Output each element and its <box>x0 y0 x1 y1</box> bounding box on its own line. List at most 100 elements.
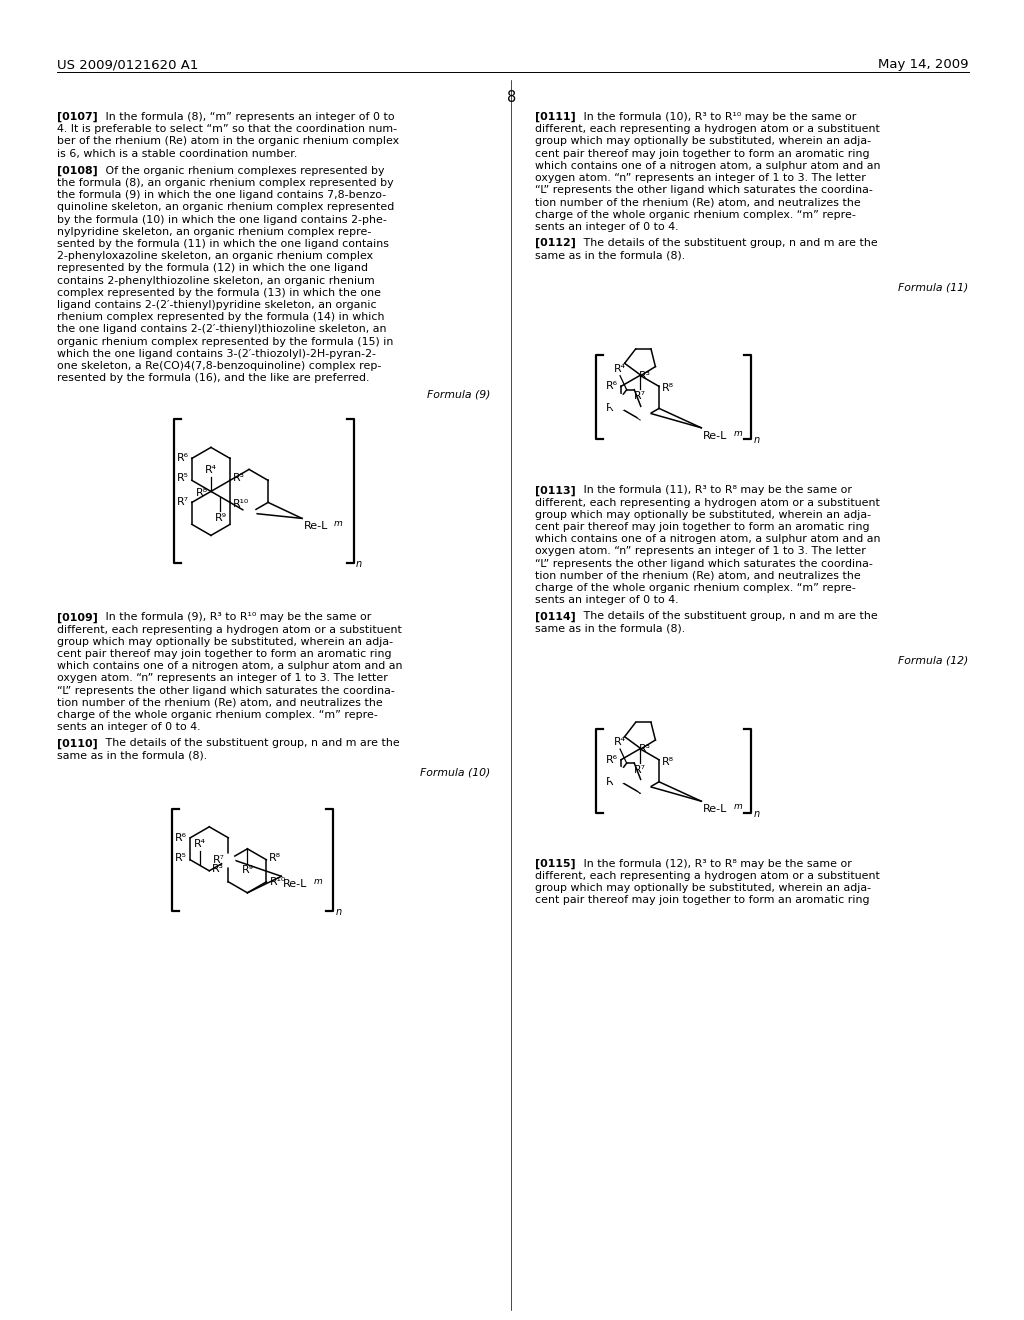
Text: different, each representing a hydrogen atom or a substituent: different, each representing a hydrogen … <box>57 624 401 635</box>
Text: m: m <box>334 519 343 528</box>
Text: one skeleton, a Re(CO)4(7,8-benzoquinoline) complex rep-: one skeleton, a Re(CO)4(7,8-benzoquinoli… <box>57 360 381 371</box>
Text: ligand contains 2-(2′-thienyl)pyridine skeleton, an organic: ligand contains 2-(2′-thienyl)pyridine s… <box>57 300 377 310</box>
Text: cent pair thereof may join together to form an aromatic ring: cent pair thereof may join together to f… <box>535 149 869 158</box>
Text: The details of the substituent group, n and m are the: The details of the substituent group, n … <box>102 738 399 748</box>
Text: sents an integer of 0 to 4.: sents an integer of 0 to 4. <box>535 595 679 605</box>
Text: m: m <box>733 429 742 438</box>
Text: US 2009/0121620 A1: US 2009/0121620 A1 <box>57 58 199 71</box>
Text: R⁹: R⁹ <box>214 513 226 523</box>
Text: In the formula (9), R³ to R¹⁰ may be the same or: In the formula (9), R³ to R¹⁰ may be the… <box>102 612 372 623</box>
Text: R⁷: R⁷ <box>634 764 646 775</box>
Text: R⁴: R⁴ <box>614 737 626 747</box>
Text: R⁸: R⁸ <box>663 756 674 767</box>
Text: n: n <box>754 809 760 818</box>
Text: R⁴: R⁴ <box>614 364 626 374</box>
Text: In the formula (8), “m” represents an integer of 0 to: In the formula (8), “m” represents an in… <box>102 112 394 121</box>
Text: Formula (9): Formula (9) <box>427 389 490 400</box>
Text: group which may optionally be substituted, wherein an adja-: group which may optionally be substitute… <box>57 636 393 647</box>
Text: [0110]: [0110] <box>57 738 97 748</box>
Text: n: n <box>335 907 341 917</box>
Text: Re-L: Re-L <box>304 521 329 532</box>
Text: which the one ligand contains 3-(2′-thiozolyl)-2H-pyran-2-: which the one ligand contains 3-(2′-thio… <box>57 348 376 359</box>
Text: m: m <box>313 878 323 886</box>
Text: R⁵: R⁵ <box>177 474 188 483</box>
Text: “L” represents the other ligand which saturates the coordina-: “L” represents the other ligand which sa… <box>535 558 872 569</box>
Text: quinoline skeleton, an organic rhenium complex represented: quinoline skeleton, an organic rhenium c… <box>57 202 394 213</box>
Text: which contains one of a nitrogen atom, a sulphur atom and an: which contains one of a nitrogen atom, a… <box>535 161 881 170</box>
Text: [0109]: [0109] <box>57 612 98 623</box>
Text: R⁵: R⁵ <box>606 404 617 413</box>
Text: R³: R³ <box>639 744 650 754</box>
Text: rhenium complex represented by the formula (14) in which: rhenium complex represented by the formu… <box>57 313 384 322</box>
Text: group which may optionally be substituted, wherein an adja-: group which may optionally be substitute… <box>535 883 871 894</box>
Text: “L” represents the other ligand which saturates the coordina-: “L” represents the other ligand which sa… <box>535 185 872 195</box>
Text: sents an integer of 0 to 4.: sents an integer of 0 to 4. <box>535 222 679 232</box>
Text: tion number of the rhenium (Re) atom, and neutralizes the: tion number of the rhenium (Re) atom, an… <box>57 698 383 708</box>
Text: tion number of the rhenium (Re) atom, and neutralizes the: tion number of the rhenium (Re) atom, an… <box>535 198 861 207</box>
Text: cent pair thereof may join together to form an aromatic ring: cent pair thereof may join together to f… <box>535 895 869 906</box>
Text: 4. It is preferable to select “m” so that the coordination num-: 4. It is preferable to select “m” so tha… <box>57 124 397 135</box>
Text: The details of the substituent group, n and m are the: The details of the substituent group, n … <box>580 238 878 248</box>
Text: different, each representing a hydrogen atom or a substituent: different, each representing a hydrogen … <box>535 124 880 135</box>
Text: “L” represents the other ligand which saturates the coordina-: “L” represents the other ligand which sa… <box>57 685 395 696</box>
Text: [0108]: [0108] <box>57 166 97 176</box>
Text: Re-L: Re-L <box>703 804 728 814</box>
Text: different, each representing a hydrogen atom or a substituent: different, each representing a hydrogen … <box>535 871 880 880</box>
Text: [0107]: [0107] <box>57 112 97 123</box>
Text: R⁵: R⁵ <box>606 776 617 787</box>
Text: R⁹: R⁹ <box>242 865 253 875</box>
Text: R¹⁰: R¹⁰ <box>233 499 249 510</box>
Text: charge of the whole organic rhenium complex. “m” repre-: charge of the whole organic rhenium comp… <box>535 210 856 219</box>
Text: oxygen atom. “n” represents an integer of 1 to 3. The letter: oxygen atom. “n” represents an integer o… <box>57 673 388 684</box>
Text: R⁴: R⁴ <box>194 840 206 849</box>
Text: R⁷: R⁷ <box>634 392 646 401</box>
Text: resented by the formula (16), and the like are preferred.: resented by the formula (16), and the li… <box>57 374 370 383</box>
Text: 2-phenyloxazoline skeleton, an organic rhenium complex: 2-phenyloxazoline skeleton, an organic r… <box>57 251 373 261</box>
Text: Re-L: Re-L <box>284 879 307 890</box>
Text: R⁷: R⁷ <box>177 498 188 507</box>
Text: N: N <box>639 784 647 795</box>
Text: [0112]: [0112] <box>535 238 575 248</box>
Text: O: O <box>613 400 622 409</box>
Text: ber of the rhenium (Re) atom in the organic rhenium complex: ber of the rhenium (Re) atom in the orga… <box>57 136 399 147</box>
Text: group which may optionally be substituted, wherein an adja-: group which may optionally be substitute… <box>535 510 871 520</box>
Text: same as in the formula (8).: same as in the formula (8). <box>535 251 685 260</box>
Text: is 6, which is a stable coordination number.: is 6, which is a stable coordination num… <box>57 149 297 158</box>
Text: n: n <box>754 436 760 445</box>
Text: same as in the formula (8).: same as in the formula (8). <box>57 751 207 760</box>
Text: complex represented by the formula (13) in which the one: complex represented by the formula (13) … <box>57 288 381 298</box>
Text: the one ligand contains 2-(2′-thienyl)thiozoline skeleton, an: the one ligand contains 2-(2′-thienyl)th… <box>57 325 386 334</box>
Text: R³: R³ <box>639 371 650 380</box>
Text: sented by the formula (11) in which the one ligand contains: sented by the formula (11) in which the … <box>57 239 389 249</box>
Text: Of the organic rhenium complexes represented by: Of the organic rhenium complexes represe… <box>102 166 384 176</box>
Text: tion number of the rhenium (Re) atom, and neutralizes the: tion number of the rhenium (Re) atom, an… <box>535 570 861 581</box>
Text: [0114]: [0114] <box>535 611 575 622</box>
Text: organic rhenium complex represented by the formula (15) in: organic rhenium complex represented by t… <box>57 337 393 347</box>
Text: charge of the whole organic rhenium complex. “m” repre-: charge of the whole organic rhenium comp… <box>57 710 378 719</box>
Text: cent pair thereof may join together to form an aromatic ring: cent pair thereof may join together to f… <box>57 649 391 659</box>
Text: Re-L: Re-L <box>703 430 728 441</box>
Text: Formula (11): Formula (11) <box>898 282 968 293</box>
Text: represented by the formula (12) in which the one ligand: represented by the formula (12) in which… <box>57 264 368 273</box>
Text: N: N <box>224 858 232 867</box>
Text: Formula (12): Formula (12) <box>898 656 968 665</box>
Text: the formula (9) in which the one ligand contains 7,8-benzo-: the formula (9) in which the one ligand … <box>57 190 386 201</box>
Text: m: m <box>733 803 742 812</box>
Text: May 14, 2009: May 14, 2009 <box>879 58 969 71</box>
Text: R⁸: R⁸ <box>268 853 281 863</box>
Text: [0111]: [0111] <box>535 112 575 123</box>
Text: which contains one of a nitrogen atom, a sulphur atom and an: which contains one of a nitrogen atom, a… <box>57 661 402 671</box>
Text: R⁶: R⁶ <box>175 833 187 842</box>
Text: Formula (10): Formula (10) <box>420 768 490 777</box>
Text: oxygen atom. “n” represents an integer of 1 to 3. The letter: oxygen atom. “n” represents an integer o… <box>535 546 866 557</box>
Text: group which may optionally be substituted, wherein an adja-: group which may optionally be substitute… <box>535 136 871 147</box>
Text: the formula (8), an organic rhenium complex represented by: the formula (8), an organic rhenium comp… <box>57 178 393 187</box>
Text: which contains one of a nitrogen atom, a sulphur atom and an: which contains one of a nitrogen atom, a… <box>535 535 881 544</box>
Text: [0113]: [0113] <box>535 486 575 496</box>
Text: R⁸: R⁸ <box>663 383 674 393</box>
Text: contains 2-phenylthiozoline skeleton, an organic rhenium: contains 2-phenylthiozoline skeleton, an… <box>57 276 375 285</box>
Text: R⁵: R⁵ <box>175 853 187 863</box>
Text: In the formula (12), R³ to R⁸ may be the same or: In the formula (12), R³ to R⁸ may be the… <box>580 859 852 869</box>
Text: The details of the substituent group, n and m are the: The details of the substituent group, n … <box>580 611 878 622</box>
Text: cent pair thereof may join together to form an aromatic ring: cent pair thereof may join together to f… <box>535 521 869 532</box>
